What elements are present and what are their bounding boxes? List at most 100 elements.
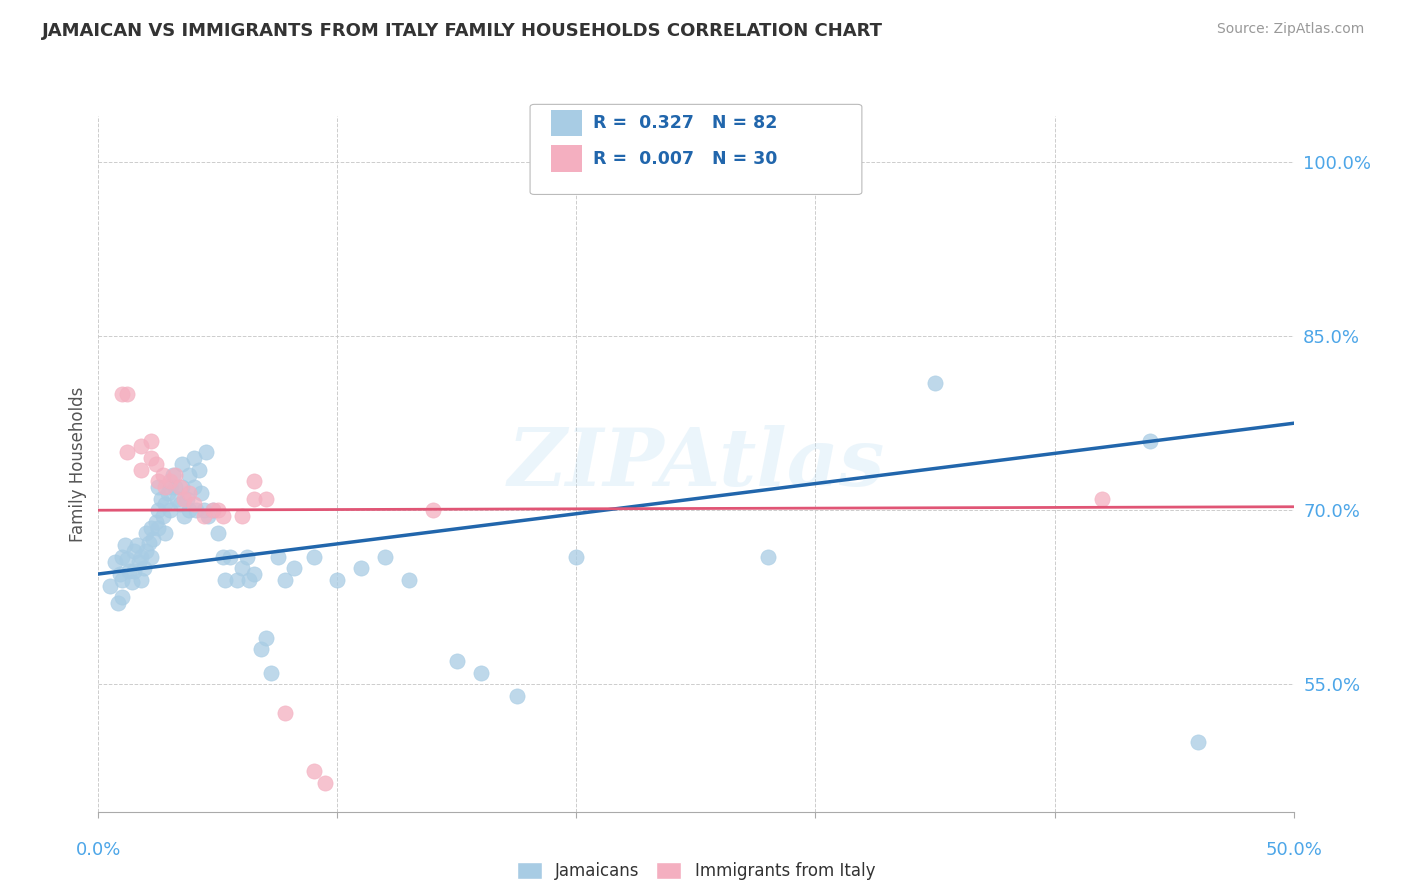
Point <box>159 475 181 489</box>
Point <box>179 468 201 483</box>
Point <box>111 591 134 605</box>
Point <box>302 549 325 564</box>
Point <box>124 564 146 578</box>
Point <box>107 596 129 610</box>
Point <box>756 549 779 564</box>
Point <box>173 508 195 523</box>
Point <box>326 573 349 587</box>
Point <box>207 526 229 541</box>
Point <box>422 503 444 517</box>
Point <box>111 549 134 564</box>
Point <box>169 480 191 494</box>
Point <box>211 508 233 523</box>
Point <box>254 491 277 506</box>
Point <box>243 567 266 582</box>
Point <box>274 573 297 587</box>
Point <box>148 503 170 517</box>
Point <box>172 480 194 494</box>
Point <box>139 434 162 448</box>
Point <box>1187 735 1209 749</box>
Point <box>139 520 162 534</box>
Point <box>139 451 162 466</box>
Point <box>565 549 588 564</box>
Point <box>111 573 134 587</box>
Point <box>506 689 529 703</box>
Point <box>163 480 186 494</box>
Point <box>114 538 136 552</box>
Point <box>179 485 201 500</box>
Point <box>211 549 233 564</box>
Point <box>148 475 170 489</box>
Point <box>1091 491 1114 506</box>
Point <box>131 440 153 454</box>
Point <box>350 561 373 575</box>
Point <box>152 508 174 523</box>
Text: Source: ZipAtlas.com: Source: ZipAtlas.com <box>1216 22 1364 37</box>
Point <box>155 498 177 512</box>
Point <box>172 457 194 471</box>
Text: JAMAICAN VS IMMIGRANTS FROM ITALY FAMILY HOUSEHOLDS CORRELATION CHART: JAMAICAN VS IMMIGRANTS FROM ITALY FAMILY… <box>42 22 883 40</box>
Point <box>446 654 468 668</box>
Point <box>156 485 179 500</box>
Point <box>131 573 153 587</box>
Point <box>163 468 186 483</box>
Point <box>219 549 242 564</box>
Text: R =  0.327   N = 82: R = 0.327 N = 82 <box>593 114 778 132</box>
Point <box>214 573 236 587</box>
Point <box>145 515 167 529</box>
Point <box>315 776 337 790</box>
Point <box>125 538 148 552</box>
Point <box>159 480 181 494</box>
Point <box>139 549 162 564</box>
Y-axis label: Family Households: Family Households <box>69 386 87 541</box>
Point <box>169 498 191 512</box>
Text: R =  0.007   N = 30: R = 0.007 N = 30 <box>593 150 778 168</box>
Point <box>202 503 225 517</box>
Point <box>267 549 290 564</box>
Point <box>132 561 155 575</box>
Point <box>135 543 157 558</box>
Point <box>250 642 273 657</box>
Point <box>179 503 201 517</box>
Point <box>131 549 153 564</box>
Point <box>155 480 177 494</box>
Point <box>190 485 212 500</box>
Point <box>235 549 257 564</box>
Point <box>274 706 297 721</box>
Point <box>121 575 143 590</box>
Point <box>115 552 138 566</box>
Point <box>142 532 165 546</box>
Point <box>138 535 160 549</box>
Point <box>259 665 281 680</box>
Point <box>231 508 253 523</box>
Point <box>149 491 172 506</box>
Point <box>131 462 153 476</box>
Point <box>155 526 177 541</box>
Point <box>145 457 167 471</box>
Text: 0.0%: 0.0% <box>76 840 121 859</box>
Point <box>470 665 492 680</box>
Point <box>243 475 266 489</box>
Point <box>231 561 253 575</box>
Point <box>283 561 305 575</box>
Point <box>152 468 174 483</box>
Point <box>302 764 325 778</box>
Point <box>118 564 141 578</box>
Point <box>924 376 946 390</box>
Point <box>243 491 266 506</box>
Point <box>98 578 122 592</box>
Point <box>148 480 170 494</box>
Point <box>162 468 184 483</box>
Point <box>124 543 146 558</box>
Point <box>254 631 277 645</box>
Point <box>193 508 215 523</box>
Point <box>238 573 260 587</box>
Point <box>193 503 215 517</box>
Point <box>183 480 205 494</box>
Point <box>128 555 150 569</box>
Point <box>183 451 205 466</box>
Point <box>226 573 249 587</box>
Point <box>135 526 157 541</box>
Point <box>159 503 181 517</box>
Point <box>176 491 198 506</box>
